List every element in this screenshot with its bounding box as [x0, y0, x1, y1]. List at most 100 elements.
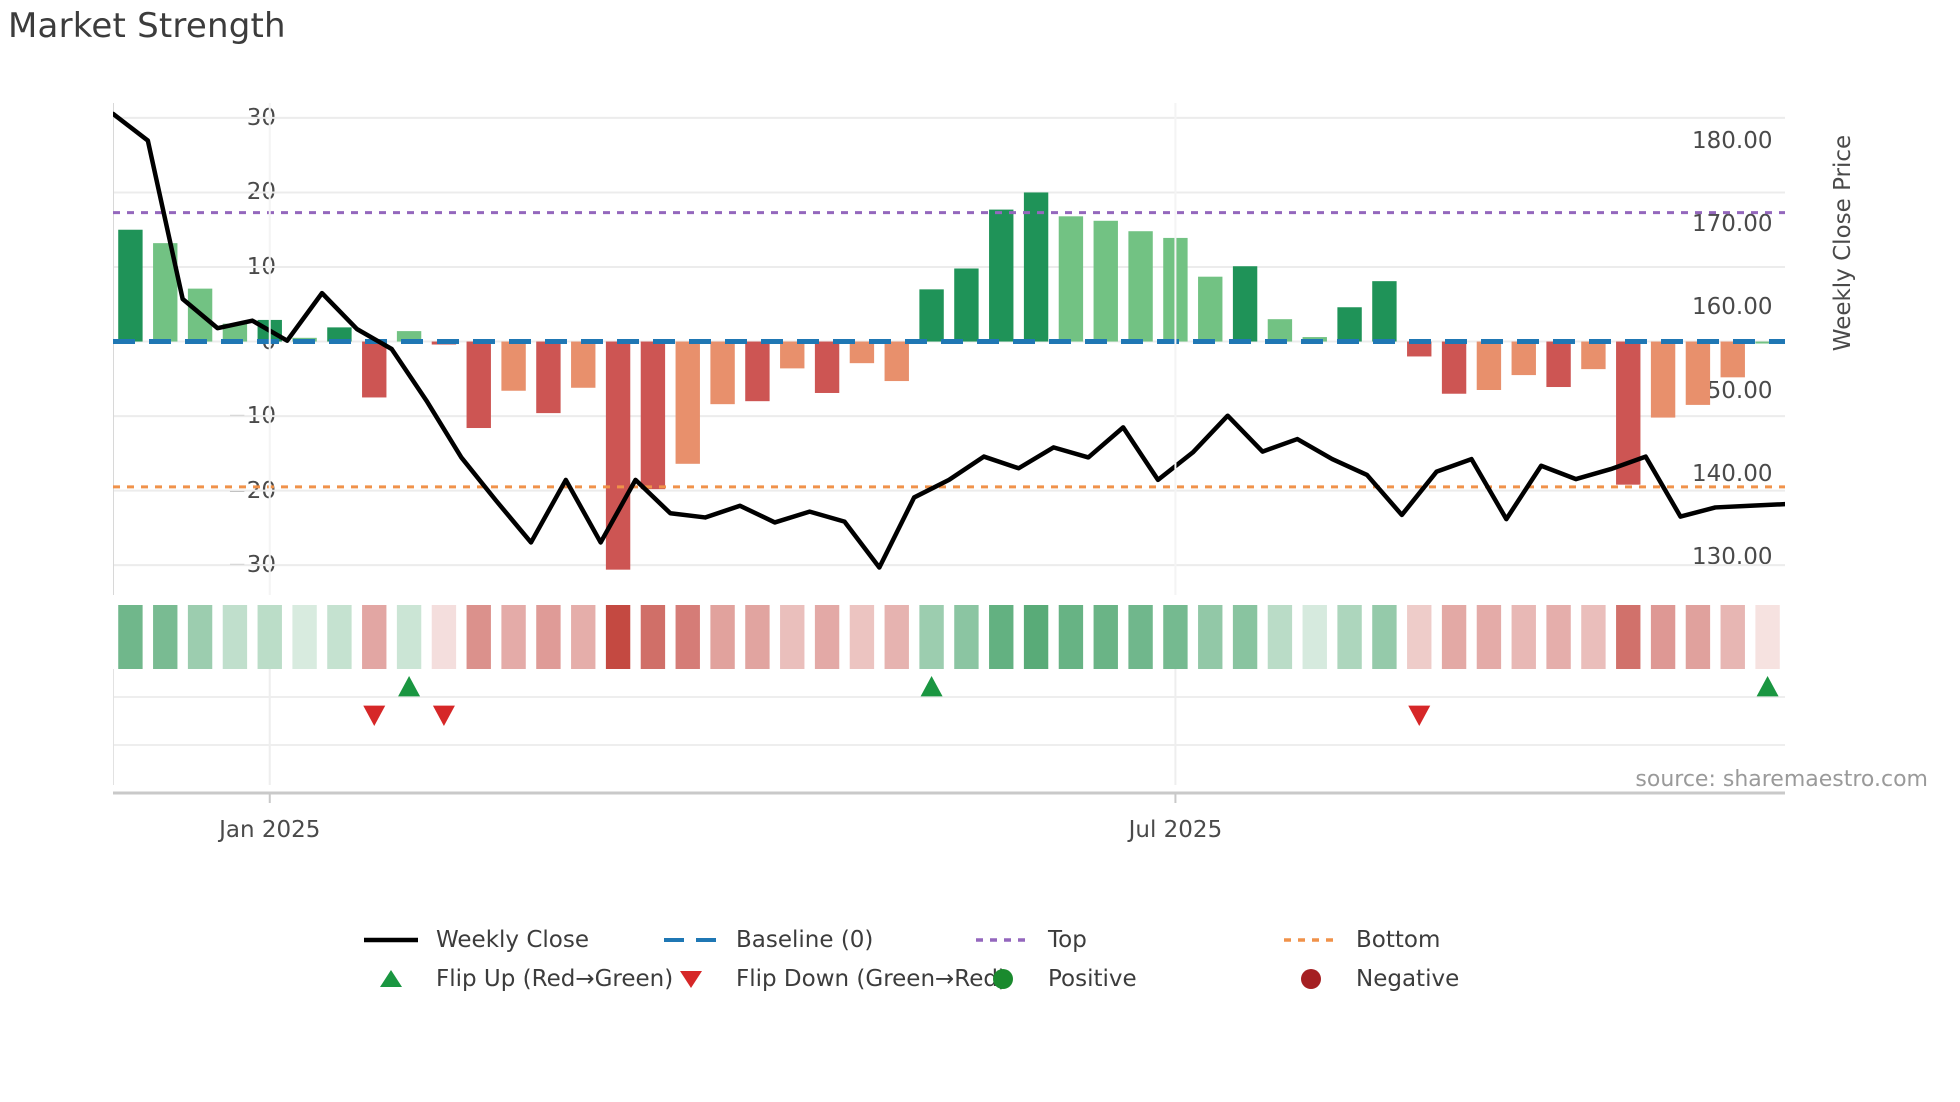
heat-strip-svg: [118, 605, 1780, 669]
x-axis-tick-label: Jan 2025: [219, 817, 321, 843]
strength-bar: [1581, 341, 1606, 370]
strength-bar: [1058, 216, 1084, 342]
legend-row-2: Flip Up (Red→Green) Flip Down (Green→Red)…: [360, 959, 1600, 999]
legend-item-label: Flip Up (Red→Green): [436, 966, 674, 992]
triangle-down-red-icon: [660, 967, 722, 991]
legend-item[interactable]: Bottom: [1280, 920, 1600, 960]
heat-cell: [849, 605, 875, 669]
heat-cell: [640, 605, 666, 669]
strength-bar: [1337, 307, 1362, 342]
y-axis-right-tick: 140.00: [1692, 461, 1773, 488]
flip-up-marker: [1756, 676, 1779, 697]
y-axis-right-label: Weekly Close Price: [1830, 134, 1856, 352]
x-axis: Jan 2025 Jul 2025: [113, 785, 1785, 875]
heat-cell: [814, 605, 840, 669]
strength-bar: [1023, 192, 1049, 342]
strength-bar: [362, 341, 387, 398]
flip-marker-svg: [112, 669, 1785, 785]
strength-bar: [1650, 341, 1676, 418]
heat-cell: [327, 605, 352, 669]
legend-item-label: Bottom: [1356, 927, 1441, 953]
heat-cell: [1441, 605, 1467, 669]
heat-cell: [710, 605, 735, 669]
flip-marker-band: [112, 669, 1785, 785]
heat-cell: [362, 605, 387, 669]
legend-item[interactable]: Flip Down (Green→Red): [660, 959, 1007, 999]
legend-item[interactable]: Weekly Close: [360, 920, 660, 960]
y-axis-right-tick: 180.00: [1692, 127, 1773, 154]
strength-bar: [1546, 341, 1571, 388]
heat-cell: [501, 605, 526, 669]
legend-item-label: Positive: [1048, 966, 1137, 992]
heat-cell: [431, 605, 457, 669]
heat-cell: [1093, 605, 1118, 669]
heat-cell: [1337, 605, 1362, 669]
heat-cell: [1755, 605, 1780, 669]
weekly-close-line: [113, 111, 1785, 570]
legend-item-label: Negative: [1356, 966, 1460, 992]
heat-cell: [1511, 605, 1536, 669]
heat-cell: [1198, 605, 1223, 669]
strength-bar: [501, 341, 526, 391]
strength-bar: [1755, 341, 1780, 344]
main-plot-area: [113, 103, 1785, 595]
strength-bar: [466, 341, 491, 429]
triangle-up-green-icon: [360, 967, 422, 991]
y-axis-right-tick: 170.00: [1692, 210, 1773, 237]
heat-cell: [1616, 605, 1641, 669]
legend-item[interactable]: Baseline (0): [660, 920, 972, 960]
heat-cell: [745, 605, 770, 669]
strength-bar: [1511, 341, 1536, 376]
heat-cell: [292, 605, 317, 669]
plot-svg: [113, 103, 1785, 595]
heat-cell: [257, 605, 282, 669]
heat-cell: [153, 605, 178, 669]
strength-bar: [1476, 341, 1502, 390]
heat-cell: [954, 605, 979, 669]
heat-cell: [989, 605, 1014, 669]
x-axis-svg: [113, 791, 1785, 803]
strength-bar: [1128, 231, 1153, 342]
strength-bar: [1685, 341, 1711, 405]
strength-bar: [675, 341, 700, 464]
legend-item[interactable]: Top: [972, 920, 1280, 960]
strength-bar: [396, 331, 422, 342]
heat-cell: [1650, 605, 1676, 669]
strength-bar: [536, 341, 561, 414]
heat-cell: [780, 605, 805, 669]
strength-bar: [571, 341, 596, 388]
heat-cell: [1720, 605, 1745, 669]
heat-cell: [1476, 605, 1502, 669]
strength-bar: [1198, 276, 1223, 342]
legend-item-label: Flip Down (Green→Red): [736, 966, 1007, 992]
heat-cell: [571, 605, 596, 669]
strength-bar: [954, 268, 979, 342]
strength-bar: [605, 341, 631, 570]
heat-cell: [1163, 605, 1188, 669]
flip-down-marker: [1408, 705, 1431, 726]
heat-cell: [919, 605, 944, 669]
legend-item[interactable]: Positive: [972, 959, 1280, 999]
heat-cell: [1058, 605, 1084, 669]
heat-cell: [1372, 605, 1397, 669]
legend-item-label: Baseline (0): [736, 927, 874, 953]
strength-bar: [989, 209, 1014, 342]
heat-cell: [675, 605, 700, 669]
circle-green-icon: [972, 967, 1034, 991]
legend-item-label: Top: [1048, 927, 1087, 953]
flip-down-marker: [432, 705, 455, 726]
strength-bar: [640, 341, 666, 490]
heat-cell: [1407, 605, 1432, 669]
legend-item[interactable]: Negative: [1280, 959, 1600, 999]
strength-bar: [222, 323, 248, 342]
strength-bar: [118, 229, 143, 342]
line-dotted-purple-icon: [972, 928, 1034, 952]
heat-cell: [1685, 605, 1711, 669]
legend-item[interactable]: Flip Up (Red→Green): [360, 959, 673, 999]
strength-bar: [1407, 341, 1432, 357]
heat-cell: [1581, 605, 1606, 669]
heat-cell: [1302, 605, 1327, 669]
strength-bar: [1441, 341, 1467, 394]
heat-cell: [222, 605, 248, 669]
